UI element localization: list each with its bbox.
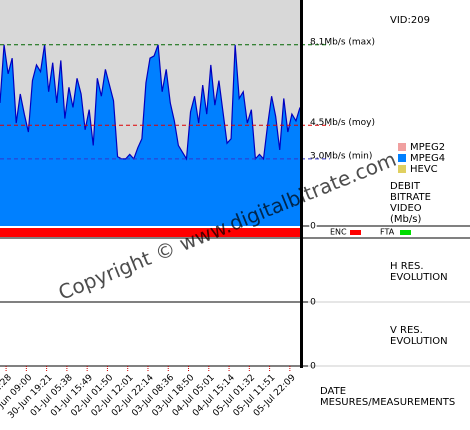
strip-swatch bbox=[400, 230, 411, 235]
area bbox=[0, 44, 300, 227]
reference-label: 4.5Mb/s (moy) bbox=[310, 118, 375, 128]
y-axis-label: BITRATE bbox=[390, 192, 431, 203]
reference-label: 8.1Mb/s (max) bbox=[310, 37, 375, 47]
y-tick-label: 0 bbox=[310, 298, 316, 308]
reference-label: 3.0Mb/s (min) bbox=[310, 151, 372, 161]
y-tick-label: 0 bbox=[310, 362, 316, 372]
legend-label: HEVC bbox=[410, 164, 438, 175]
panel-label: EVOLUTION bbox=[390, 336, 448, 347]
vid-label: VID:209 bbox=[390, 15, 430, 26]
y-tick-label: 0 bbox=[310, 222, 316, 232]
x-axis-label: MESURES/MEASUREMENTS bbox=[320, 397, 455, 408]
strip-label: ENC bbox=[330, 228, 347, 237]
legend-swatch bbox=[398, 165, 406, 173]
legend-label: MPEG4 bbox=[410, 153, 445, 164]
x-axis-label: DATE bbox=[320, 386, 346, 397]
strip-label: FTA bbox=[380, 228, 395, 237]
y-axis-label: (Mb/s) bbox=[390, 214, 421, 225]
area-line bbox=[0, 44, 301, 161]
legend-label: MPEG2 bbox=[410, 142, 445, 153]
panel-label: EVOLUTION bbox=[390, 272, 448, 283]
legend-swatch bbox=[398, 154, 406, 162]
legend-swatch bbox=[398, 143, 406, 151]
strip-swatch bbox=[350, 230, 361, 235]
y-axis-label: VIDEO bbox=[390, 203, 422, 214]
panel-label: H RES. bbox=[390, 261, 424, 272]
panel-label: V RES. bbox=[390, 325, 423, 336]
enc-strip bbox=[0, 228, 300, 237]
y-axis-label: DEBIT bbox=[390, 181, 421, 192]
